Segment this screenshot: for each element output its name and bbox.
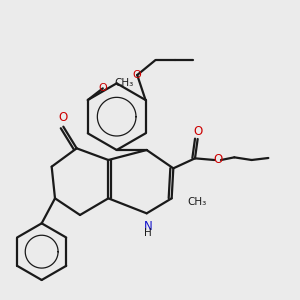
Text: H: H <box>145 228 152 238</box>
Text: N: N <box>144 220 153 232</box>
Text: O: O <box>58 111 67 124</box>
Text: O: O <box>194 125 203 138</box>
Text: CH₃: CH₃ <box>115 78 134 88</box>
Text: CH₃: CH₃ <box>188 197 207 207</box>
Text: O: O <box>98 83 107 93</box>
Text: O: O <box>213 153 222 166</box>
Text: O: O <box>133 70 142 80</box>
